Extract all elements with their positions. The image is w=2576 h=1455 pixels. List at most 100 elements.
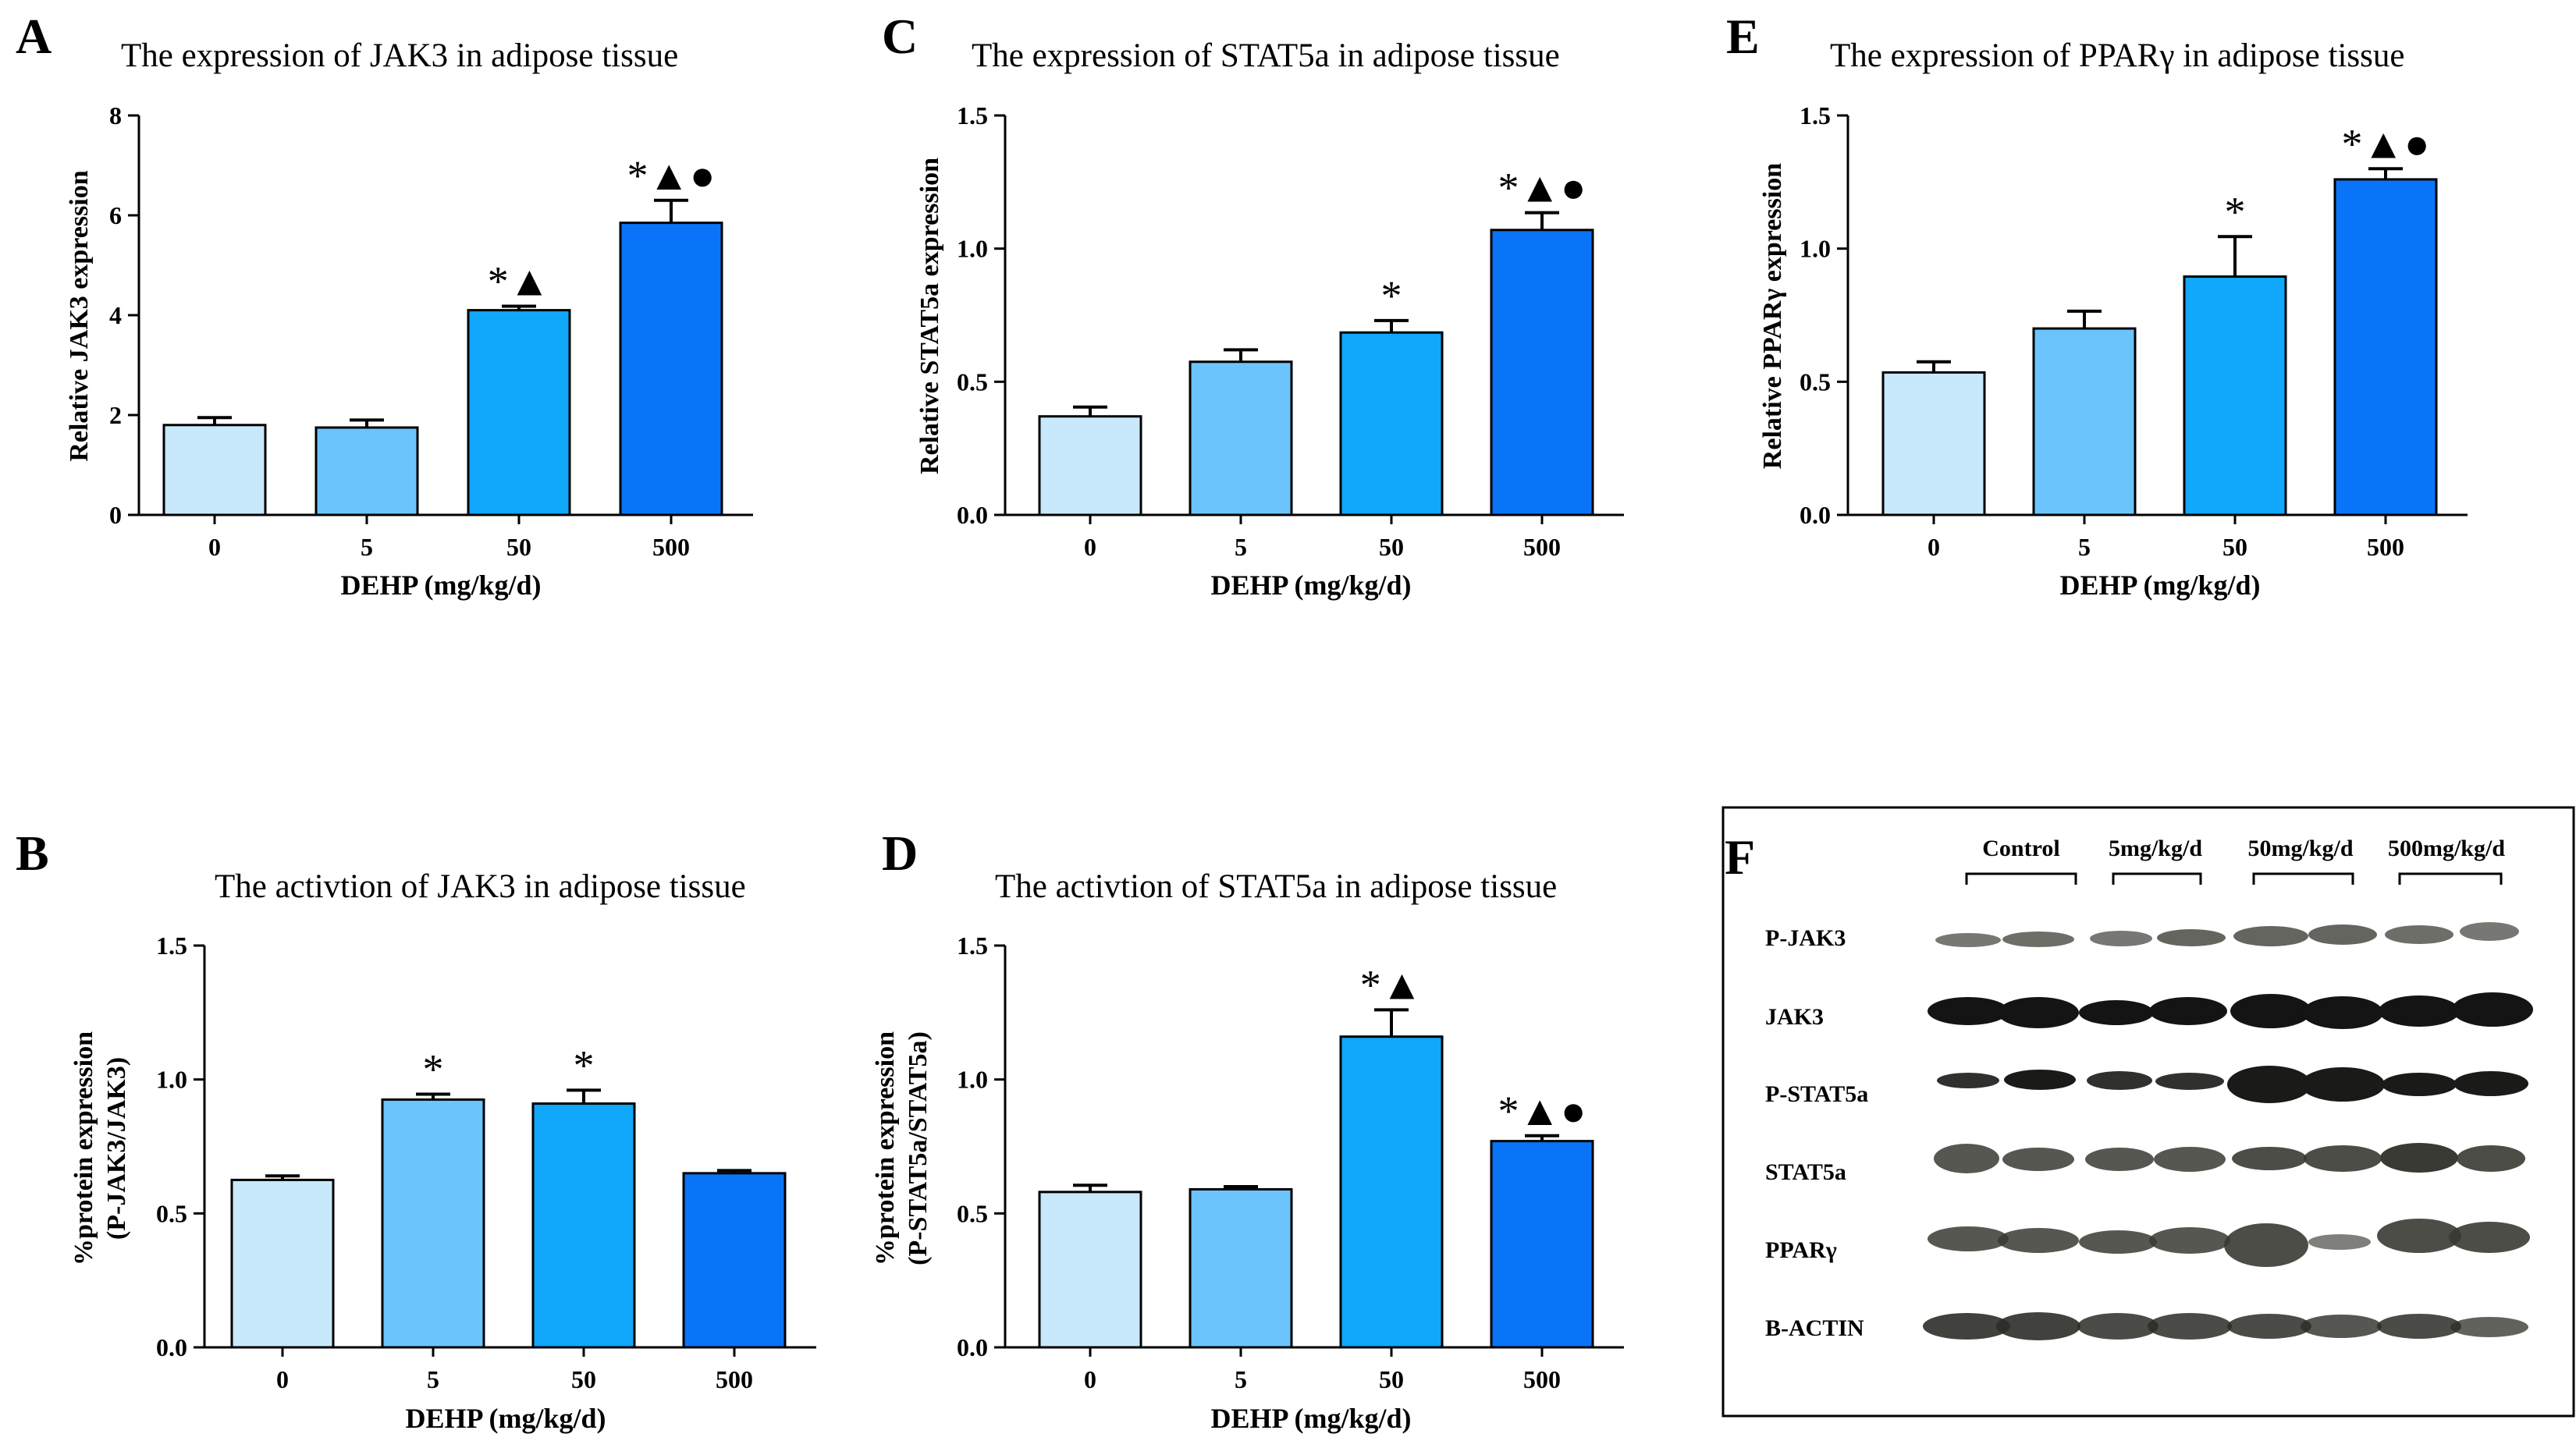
panel-e-xlabel: DEHP (mg/kg/d)	[2059, 570, 2260, 601]
panel-b-plot: 0.0 0.5 1.0 1.5 0 5 * 50 * 500	[156, 932, 816, 1393]
blot-bands-b-actin	[1923, 1312, 2528, 1340]
panel-e-bar	[2333, 178, 2438, 516]
panel-a: A The expression of JAK3 in adipose tiss…	[16, 9, 753, 601]
blot-bands-stat5a	[1934, 1143, 2525, 1173]
panel-c-plot: 0.0 0.5 1.0 1.5 0 5 50 * 500 *▲●	[957, 101, 1624, 561]
panel-a-ylabel: Relative JAK3 expression	[65, 170, 94, 461]
panel-b-x-tick-label: 500	[716, 1365, 753, 1393]
blot-bands-jak3	[1928, 992, 2533, 1029]
panel-d-x-tick-label: 500	[1523, 1365, 1561, 1393]
panel-e-significance-mark: *▲●	[2341, 120, 2429, 167]
panel-b-y-tick-label: 0.0	[156, 1333, 187, 1361]
blot-row-label-jak3: JAK3	[1765, 1004, 1824, 1030]
panel-b-y-tick-label: 1.5	[156, 932, 187, 960]
blot-bands-p-stat5a	[1937, 1066, 2528, 1103]
panel-d: D The activtion of STAT5a in adipose tis…	[871, 825, 1624, 1434]
panel-b-bar	[531, 1102, 636, 1349]
panel-b-bar	[381, 1098, 485, 1349]
panel-e-significance-mark: *	[2225, 188, 2246, 235]
blot-row-label-p-stat5a: P-STAT5a	[1765, 1081, 1868, 1107]
panel-a-bar	[162, 424, 267, 516]
panel-d-bar	[1038, 1191, 1142, 1349]
panel-e-y-tick-label: 0.0	[1800, 501, 1831, 529]
panel-d-y-tick-label: 0.0	[957, 1333, 988, 1361]
panel-a-y-tick-label: 6	[109, 201, 122, 229]
panel-a-y-tick-label: 8	[109, 101, 122, 130]
panel-e-x-tick-label: 5	[2078, 533, 2091, 561]
panel-b-ylabel-line2: (P-JAK3/JAK3)	[102, 1057, 131, 1240]
panel-letter-a: A	[16, 9, 52, 64]
panel-letter-b: B	[16, 825, 49, 881]
panel-e-x-tick-label: 50	[2222, 533, 2247, 561]
panel-c-x-tick-label: 50	[1379, 533, 1404, 561]
panel-a-y-tick-label: 0	[109, 501, 122, 529]
panel-d-significance-mark: *▲	[1360, 961, 1423, 1008]
panel-b-y-tick-label: 1.0	[156, 1066, 187, 1094]
panel-b-xlabel: DEHP (mg/kg/d)	[405, 1403, 606, 1434]
panel-b-bar	[230, 1178, 335, 1349]
panel-d-bar	[1490, 1140, 1594, 1349]
blot-bands-p-jak3	[1935, 922, 2519, 947]
panel-b-x-tick-label: 5	[427, 1365, 439, 1393]
blot-row-label-b-actin: B-ACTIN	[1765, 1315, 1864, 1341]
panel-b-y-tick-label: 0.5	[156, 1199, 187, 1227]
blot-bands-ppar	[1928, 1219, 2530, 1267]
panel-e-y-tick-label: 1.0	[1800, 235, 1831, 263]
panel-b-bar	[682, 1172, 787, 1349]
panel-a-x-tick-label: 500	[652, 533, 690, 561]
panel-e-x-tick-label: 0	[1928, 533, 1940, 561]
panel-d-ylabel-line2: (P-STAT5a/STAT5a)	[904, 1031, 933, 1265]
panel-d-y-tick-label: 0.5	[957, 1199, 988, 1227]
blot-group-label-50: 50mg/kg/d	[2247, 836, 2353, 861]
panel-b-x-tick-label: 0	[276, 1365, 289, 1393]
panel-d-y-tick-label: 1.5	[957, 932, 988, 960]
panel-f: F Control 5mg/kg/d 50mg/kg/d 500mg/kg/d …	[1721, 806, 2575, 1418]
panel-e-ylabel: Relative PPARγ expression	[1758, 163, 1787, 469]
panel-e-bar	[2183, 275, 2287, 516]
panel-a-bar	[619, 222, 723, 516]
panel-e-bar	[1881, 371, 1986, 516]
panel-letter-c: C	[882, 9, 918, 64]
panel-c-title: The expression of STAT5a in adipose tiss…	[972, 37, 1560, 74]
blot-row-label-stat5a: STAT5a	[1765, 1159, 1846, 1185]
panel-a-y-tick-label: 4	[109, 301, 122, 329]
panel-c-x-tick-label: 5	[1235, 533, 1247, 561]
panel-a-significance-mark: *▲●	[627, 152, 715, 199]
panel-c-xlabel: DEHP (mg/kg/d)	[1210, 570, 1411, 601]
panel-c-bar	[1189, 360, 1293, 516]
panel-a-x-tick-label: 5	[361, 533, 373, 561]
panel-d-significance-mark: *▲●	[1498, 1088, 1586, 1134]
panel-c-y-tick-label: 1.0	[957, 235, 988, 263]
panel-d-x-tick-label: 0	[1084, 1365, 1096, 1393]
panel-e-bar	[2032, 327, 2137, 516]
panel-letter-e: E	[1726, 9, 1760, 64]
panel-b-x-tick-label: 50	[571, 1365, 596, 1393]
blot-group-bracket-500	[2398, 872, 2503, 885]
blot-group-label-5: 5mg/kg/d	[2109, 836, 2202, 861]
panel-c-bar	[1038, 415, 1142, 516]
blot-row-label-ppar: PPARγ	[1765, 1237, 1837, 1263]
panel-d-xlabel: DEHP (mg/kg/d)	[1210, 1403, 1411, 1434]
panel-e-x-tick-label: 500	[2367, 533, 2404, 561]
panel-d-ylabel-line1: %protein expression	[871, 1031, 900, 1265]
panel-d-x-tick-label: 5	[1235, 1365, 1247, 1393]
panel-c-ylabel: Relative STAT5a expression	[915, 158, 944, 474]
panel-a-x-tick-label: 50	[506, 533, 531, 561]
panel-c-y-tick-label: 1.5	[957, 101, 988, 130]
panel-c-x-tick-label: 500	[1523, 533, 1561, 561]
panel-a-significance-mark: *▲	[488, 257, 550, 304]
panel-b-significance-mark: *	[574, 1042, 595, 1088]
panel-c: C The expression of STAT5a in adipose ti…	[882, 9, 1624, 601]
panel-e-plot: 0.0 0.5 1.0 1.5 0 5 50 * 500 *▲●	[1800, 101, 2468, 561]
panel-c-bar	[1339, 331, 1444, 516]
blot-group-bracket-5	[2112, 872, 2202, 885]
blot-row-label-p-jak3: P-JAK3	[1765, 925, 1846, 951]
panel-a-title: The expression of JAK3 in adipose tissue	[121, 37, 678, 74]
panel-c-y-tick-label: 0.0	[957, 501, 988, 529]
panel-b-significance-mark: *	[423, 1046, 444, 1093]
panel-d-plot: 0.0 0.5 1.0 1.5 0 5 50 *▲ 500 *▲●	[957, 932, 1624, 1393]
panel-a-plot: 0 2 4 6 8 0 5 50 *▲ 500 *▲●	[109, 101, 753, 561]
panel-a-bar	[467, 309, 571, 516]
panel-e: E The expression of PPARγ in adipose tis…	[1726, 9, 2468, 601]
